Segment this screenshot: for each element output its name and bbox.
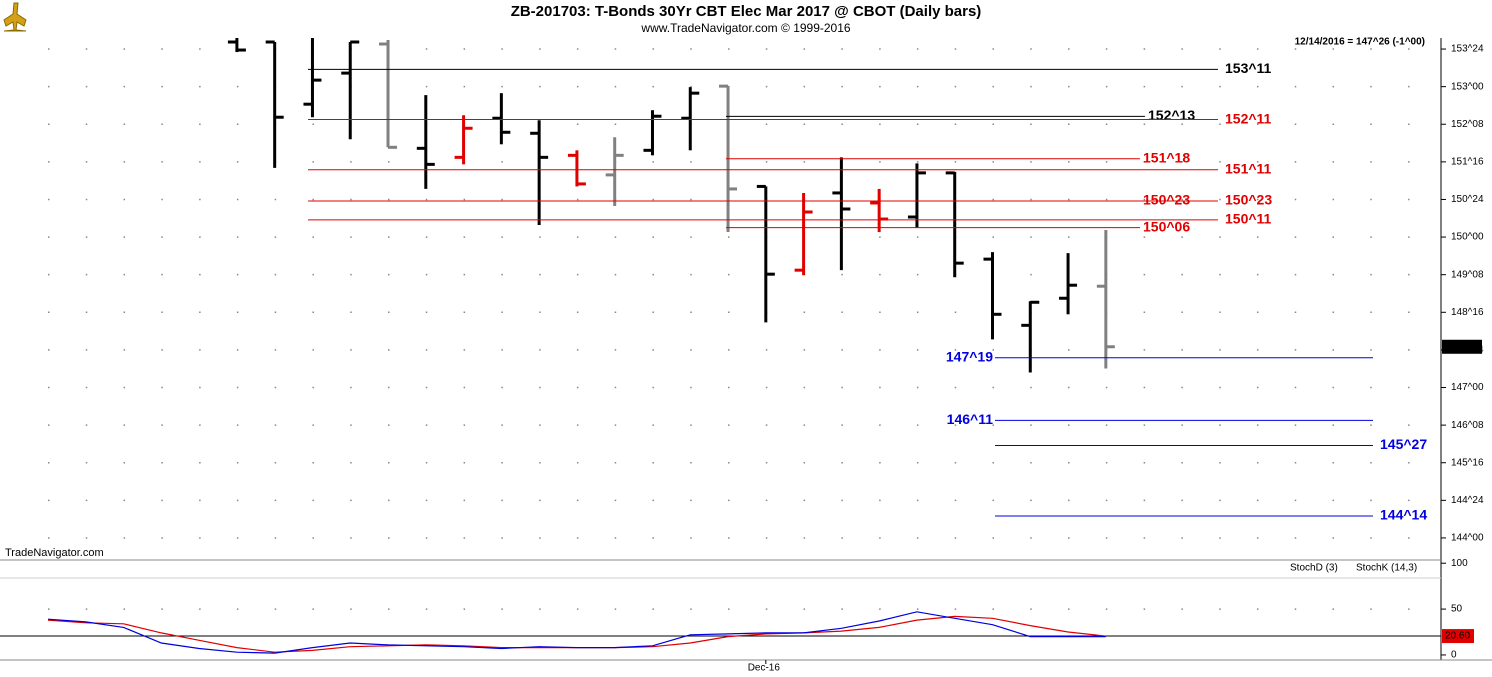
level-label: 152^13 (1148, 107, 1195, 123)
level-label: 150^06 (1143, 218, 1190, 234)
level-label: 151^11 (1225, 160, 1272, 176)
last-price-box (1442, 339, 1482, 354)
y-tick-label: 150^24 (1451, 194, 1484, 205)
level-label: 152^11 (1225, 110, 1272, 126)
chart-title: ZB-201703: T-Bonds 30Yr CBT Elec Mar 201… (511, 3, 982, 20)
level-label: 147^19 (946, 348, 993, 364)
last-price-label: 147^26 (1445, 341, 1478, 352)
logo (3, 2, 27, 32)
y-tick-label: 149^08 (1451, 269, 1484, 280)
price-bars (227, 38, 1115, 373)
level-label: 151^18 (1143, 149, 1190, 165)
y-tick-label: 150^00 (1451, 232, 1484, 243)
x-tick-label: Dec-16 (748, 663, 781, 674)
y-tick-label: 144^24 (1451, 495, 1484, 506)
y-tick-label: 146^08 (1451, 420, 1484, 431)
current-label: 20.60 (1445, 631, 1470, 642)
current-box (1442, 629, 1474, 644)
y-tick-label: 144^00 (1451, 533, 1484, 544)
y-tick-label: 145^16 (1451, 457, 1484, 468)
y-tick-label: 153^24 (1451, 44, 1484, 55)
level-label: 146^11 (947, 411, 994, 427)
y-tick-label: 0 (1451, 650, 1457, 661)
level-label: 150^23 (1143, 192, 1190, 208)
watermark: TradeNavigator.com (5, 547, 104, 559)
y-tick-label: 100 (1451, 558, 1468, 569)
status-text: 12/14/2016 = 147^26 (-1^00) (1295, 37, 1425, 48)
level-label: 150^23 (1225, 192, 1272, 208)
chart-subtitle: www.TradeNavigator.com © 1999-2016 (640, 21, 850, 35)
stoch-line (47, 611, 1106, 654)
legend-entry: StochK (14,3) (1356, 563, 1417, 574)
level-label: 150^11 (1225, 211, 1272, 227)
level-label: 144^14 (1380, 507, 1427, 523)
y-tick-label: 148^16 (1451, 307, 1484, 318)
y-tick-label: 50 (1451, 604, 1463, 615)
y-tick-label: 151^16 (1451, 156, 1484, 167)
level-label: 145^27 (1380, 436, 1427, 452)
y-tick-label: 153^00 (1451, 81, 1484, 92)
legend-entry: StochD (3) (1290, 563, 1338, 574)
y-tick-label: 152^08 (1451, 119, 1484, 130)
level-label: 153^11 (1225, 60, 1272, 76)
y-tick-label: 147^00 (1451, 382, 1484, 393)
